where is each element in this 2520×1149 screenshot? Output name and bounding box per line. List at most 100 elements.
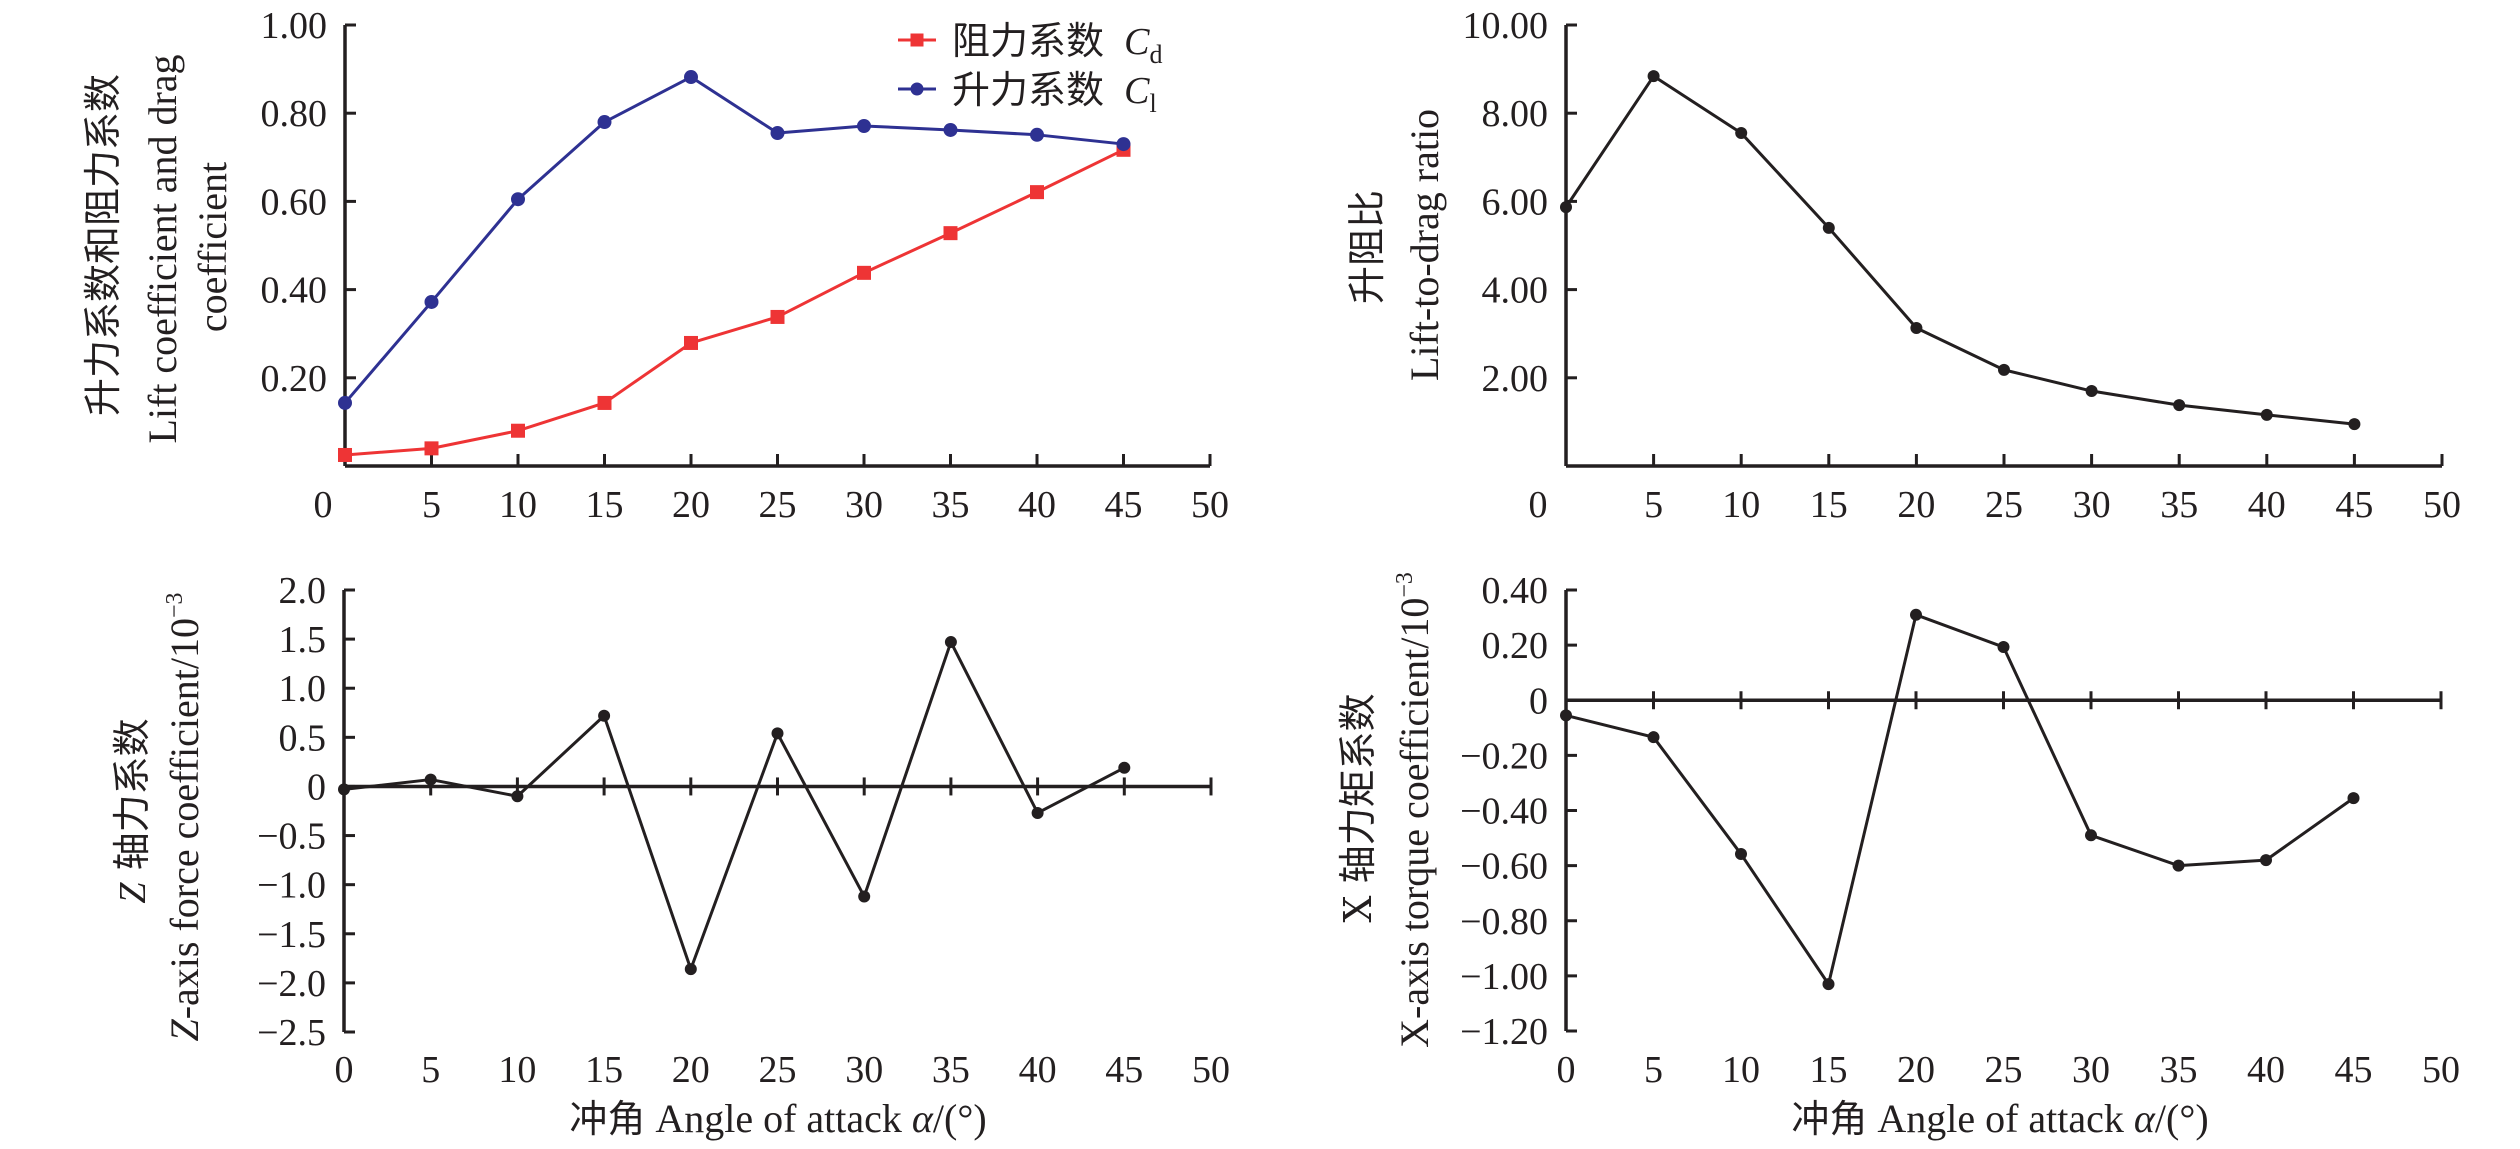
data-point (1647, 70, 1660, 83)
axes: 0.20 0.40 0.60 0.80 1.00 0 5 10 15 20 25 30 35 40 45 50 (261, 5, 1230, 526)
y-tick-label: 8.00 (1482, 93, 1549, 135)
data-point (338, 447, 352, 462)
x-tick-label: 50 (1191, 484, 1229, 526)
x-tick-label: 10 (1722, 484, 1760, 526)
y-tick-label: −1.20 (1460, 1011, 1548, 1053)
x-tick-label: 15 (1810, 1049, 1848, 1091)
x-axis-title: 冲角 Angle of attack α/(°) (569, 1096, 986, 1141)
x-tick-label: 10 (1722, 1049, 1760, 1091)
x-tick-label: 20 (672, 1049, 710, 1091)
series-line (1565, 613, 2355, 986)
series-values (1560, 608, 2360, 991)
x-tick-label: 5 (1644, 484, 1663, 526)
data-point (1910, 608, 1922, 621)
x-tick-label: 45 (1105, 484, 1143, 526)
y-axis-title-en-exponent: −3 (162, 592, 188, 618)
y-axis-title-cn: Z 轴力系数 (110, 718, 154, 903)
series-line (343, 640, 1125, 971)
y-axis-title-en: Lift-to-drag ratio (1402, 109, 1447, 381)
legend-item-drag: 阻力系数 Cd (898, 19, 1162, 69)
y-tick-label: 1.00 (261, 5, 328, 47)
y-tick-label: −0.5 (257, 816, 326, 858)
x-axis-title-symbol: α (912, 1096, 934, 1141)
data-point (598, 709, 611, 722)
x-tick-label: 15 (586, 484, 624, 526)
data-point (1910, 321, 1923, 334)
x-axis-title-cn: 冲角 (1791, 1097, 1867, 1141)
y-tick-label: 1.5 (279, 619, 327, 661)
data-point (511, 790, 524, 803)
legend-lift-marker (910, 82, 924, 96)
data-point (2172, 859, 2185, 872)
data-point (2085, 385, 2098, 398)
data-point (1735, 848, 1747, 861)
legend-lift-symbol: C (1124, 70, 1150, 112)
legend: 阻力系数 Cd 升力系数 Cl (898, 19, 1162, 118)
x-tick-label: 35 (2160, 1049, 2198, 1091)
x-tick-label: 25 (1985, 484, 2023, 526)
y-axis-title-en: Z-axis force coefficient/10−3 (162, 592, 207, 1041)
x-tick-label: 10 (498, 1049, 536, 1091)
x-tick-label: 20 (672, 484, 710, 526)
x-tick-label: 30 (2072, 1049, 2110, 1091)
x-tick-label: 0 (314, 484, 333, 526)
data-point (1998, 363, 2010, 376)
lift-drag-chart: 升力系数和阻力系数 Lift coefficient and drag coef… (81, 5, 1229, 526)
series-line (344, 148, 1125, 457)
data-point (424, 441, 439, 456)
x-tick-label: 15 (1810, 484, 1848, 526)
data-point (511, 423, 525, 438)
series-line (343, 75, 1124, 404)
x-tick-label: 10 (499, 484, 537, 526)
y-tick-label: 0.60 (261, 181, 328, 223)
data-point (511, 192, 525, 207)
y-axis-title-en: X-axis torque coefficient/10−3 (1392, 572, 1437, 1048)
y-tick-label: 10.00 (1463, 5, 1549, 47)
legend-drag-label: 阻力系数 Cd (952, 19, 1162, 69)
x-tick-label: 5 (1644, 1049, 1663, 1091)
series-values (1560, 70, 2361, 431)
data-point (1118, 761, 1131, 774)
data-point (857, 265, 871, 280)
y-axis-title-en-line1: Lift coefficient and drag (140, 54, 185, 443)
axes: 2.00 4.00 6.00 8.00 10.00 0 5 10 15 20 25 30 35 40 45 5… (1463, 5, 2462, 526)
data-point (1560, 201, 1572, 214)
y-tick-label: 2.0 (279, 570, 327, 612)
y-axis-title-en-exponent: −3 (1392, 572, 1418, 598)
data-point (944, 636, 957, 649)
x-axis-title-unit: /(°) (2155, 1096, 2209, 1141)
data-point (770, 126, 785, 141)
data-point (771, 727, 784, 740)
y-tick-label: −2.5 (257, 1012, 326, 1054)
legend-drag-marker (910, 33, 924, 47)
x-tick-label: 30 (2073, 484, 2111, 526)
x-tick-label: 50 (1192, 1049, 1230, 1091)
data-point (2348, 418, 2361, 431)
x-tick-label: 40 (2248, 484, 2286, 526)
data-point (338, 395, 352, 410)
axes: 0.400.200−0.20−0.40−0.60−0.80−1.00−1.200… (1460, 570, 2460, 1091)
y-tick-label: −0.20 (1460, 735, 1548, 777)
data-point (1116, 137, 1131, 152)
data-point (943, 122, 958, 137)
x-tick-label: 35 (2160, 484, 2198, 526)
data-point (857, 118, 871, 133)
x-tick-label: 40 (2247, 1049, 2285, 1091)
data-point (1560, 709, 1572, 722)
data-point (1997, 641, 2010, 654)
data-point (1822, 978, 1835, 991)
x-tick-label: 45 (2335, 484, 2373, 526)
x-axis-title-en: Angle of attack (655, 1096, 912, 1141)
x-tick-label: 45 (2335, 1049, 2373, 1091)
x-tick-label: 25 (759, 484, 797, 526)
y-tick-label: 0.20 (261, 358, 328, 400)
data-point (2260, 408, 2273, 421)
y-tick-label: 4.00 (1482, 270, 1549, 312)
data-point (684, 335, 698, 350)
y-axis-title-cn-text: 轴力系数 (110, 718, 154, 882)
y-tick-label: −1.5 (257, 914, 326, 956)
y-tick-label: 0.80 (261, 93, 328, 135)
legend-drag-name: 阻力系数 (952, 19, 1104, 63)
y-axis-title-cn: X 轴力矩系数 (1336, 693, 1380, 922)
y-tick-label: −1.00 (1460, 956, 1548, 998)
